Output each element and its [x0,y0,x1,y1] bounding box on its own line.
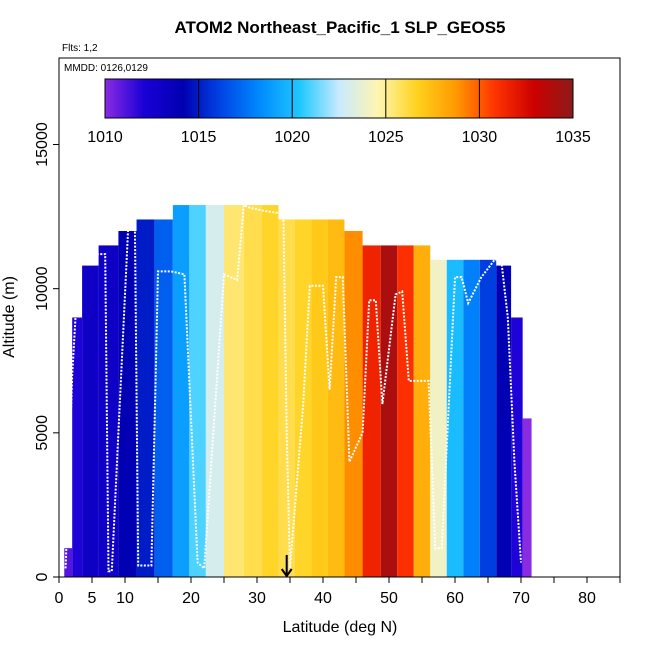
colorbar: 1010 1015 1020 1025 1030 1035 [87,78,591,146]
x-tick-label: 50 [380,590,398,607]
heatmap-cell [430,259,447,577]
colorbar-strip [104,78,574,119]
heatmap-cell [278,219,295,577]
x-tick-label: 30 [248,590,266,607]
y-tick-label: 15000 [34,122,51,167]
heatmap-cell [479,259,497,577]
heatmap-cell [380,245,398,577]
heatmap-cell [172,205,190,578]
heatmap-cell [496,265,512,577]
x-axis: 0 5 10 20 30 40 50 60 70 80 [55,577,621,607]
heatmap-cell [311,219,328,577]
plot-frame [58,57,621,578]
y-tick-label: 0 [34,572,51,581]
y-tick-label: 10000 [34,266,51,311]
heatmap-cell [72,317,83,577]
x-axis-label: Latitude (deg N) [283,619,398,636]
heatmap-cell [205,205,224,578]
heatmap-cell [243,205,262,578]
heatmap-cell [511,317,523,577]
x-tick-label: 40 [314,590,332,607]
heatmap-cell [136,219,155,577]
heatmap-cell [522,418,532,577]
heatmap-cell [397,245,414,577]
heatmap-cell [82,265,99,577]
heatmap-cell [344,231,363,577]
heatmap-cell [413,245,431,577]
x-tick-label: 10 [116,590,134,607]
flight-track-line [64,203,522,573]
x-tick-label: 20 [182,590,200,607]
heatmap-cell [446,259,464,577]
y-tick-label: 5000 [34,415,51,451]
dates-info: MMDD: 0126,0129 [64,63,148,74]
flight-track [64,203,522,578]
colorbar-tick-label: 1025 [368,129,404,146]
colorbar-tick-label: 1010 [87,129,123,146]
heatmap-cell [224,205,244,578]
heatmap-cell [189,205,206,578]
heatmap-cell [362,245,381,577]
x-tick-label: 80 [578,590,596,607]
y-axis-label: Altitude (m) [1,276,18,358]
heatmap-cell [118,231,137,577]
x-tick-label: 70 [512,590,530,607]
flights-info: Flts: 1,2 [62,43,98,54]
heatmap-cell [261,205,279,578]
colorbar-tick-label: 1015 [181,129,217,146]
x-tick-label: 5 [88,590,97,607]
heatmap-cell [463,259,480,577]
x-tick-label: 0 [55,590,64,607]
y-axis: 0 5000 10000 15000 [34,122,59,581]
colorbar-tick-label: 1035 [555,129,591,146]
heatmap-cell [154,219,173,577]
heatmap-cell [327,219,345,577]
heatmap-columns [64,205,532,578]
colorbar-tick-label: 1020 [274,129,310,146]
marker-arrow-head [280,568,293,578]
heatmap-cell [98,245,119,577]
chart-title: ATOM2 Northeast_Pacific_1 SLP_GEOS5 [175,18,506,37]
heatmap-cell [64,548,73,577]
x-tick-label: 60 [446,590,464,607]
colorbar-tick-label: 1030 [462,129,498,146]
